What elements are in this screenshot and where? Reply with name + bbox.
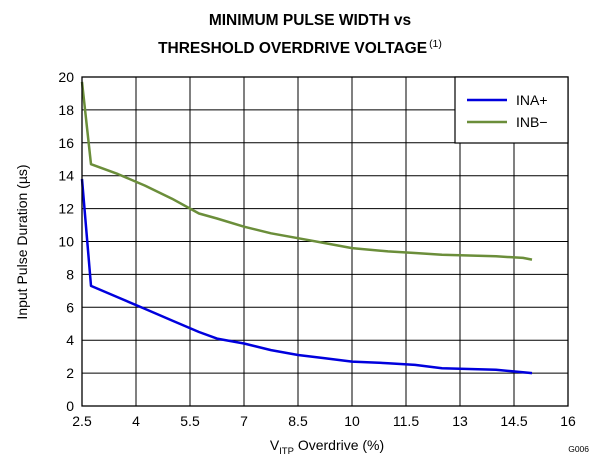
y-axis-label: Input Pulse Duration (µs) (14, 164, 30, 319)
y-tick-label: 12 (58, 201, 74, 217)
x-tick-label: 4 (132, 413, 140, 429)
y-tick-label: 20 (58, 69, 74, 85)
x-tick-label: 8.5 (288, 413, 308, 429)
x-axis-label-main: V (270, 437, 280, 453)
x-tick-label: 2.5 (72, 413, 92, 429)
x-tick-label: 14.5 (500, 413, 527, 429)
chart-title-line-2: THRESHOLD OVERDRIVE VOLTAGE (1) (158, 38, 442, 57)
x-tick-label: 13 (452, 413, 468, 429)
chart-title-line-1: MINIMUM PULSE WIDTH vs (209, 12, 411, 29)
y-tick-label: 10 (58, 234, 74, 250)
x-tick-label: 11.5 (393, 413, 419, 429)
x-axis-ticks: 2.5 4 5.5 7 8.5 10 11.5 13 14.5 16 (72, 413, 576, 429)
y-tick-label: 4 (66, 332, 74, 348)
x-tick-label: 5.5 (180, 413, 200, 429)
legend-label-ina: INA+ (516, 92, 548, 108)
y-tick-label: 2 (66, 365, 74, 381)
x-tick-label: 16 (560, 413, 576, 429)
y-axis-ticks: 0 2 4 6 8 10 12 14 16 18 20 (58, 69, 74, 414)
x-axis-label-rest: Overdrive (%) (294, 437, 384, 453)
y-tick-label: 16 (58, 135, 74, 151)
legend-box (454, 76, 569, 144)
chart-title-footnote: (1) (429, 38, 442, 50)
legend-label-inb: INB− (516, 114, 548, 130)
y-tick-label: 0 (66, 398, 74, 414)
y-tick-label: 18 (58, 102, 74, 118)
figure-id: G006 (568, 444, 589, 454)
y-tick-label: 6 (66, 299, 74, 315)
legend: INA+ INB− (454, 76, 569, 144)
x-axis-label: VITP Overdrive (%) (270, 437, 384, 457)
series-line-ina (80, 178, 533, 375)
x-axis-label-subscript: ITP (279, 446, 294, 457)
series-line-inb (80, 81, 533, 261)
x-tick-label: 10 (344, 413, 360, 429)
y-tick-label: 14 (58, 168, 74, 184)
x-tick-label: 7 (240, 413, 248, 429)
y-tick-label: 8 (66, 266, 74, 282)
plot-frame (81, 76, 569, 407)
series-group (80, 81, 533, 375)
grid (82, 77, 568, 406)
chart-title-line-2-text: THRESHOLD OVERDRIVE VOLTAGE (158, 40, 427, 57)
